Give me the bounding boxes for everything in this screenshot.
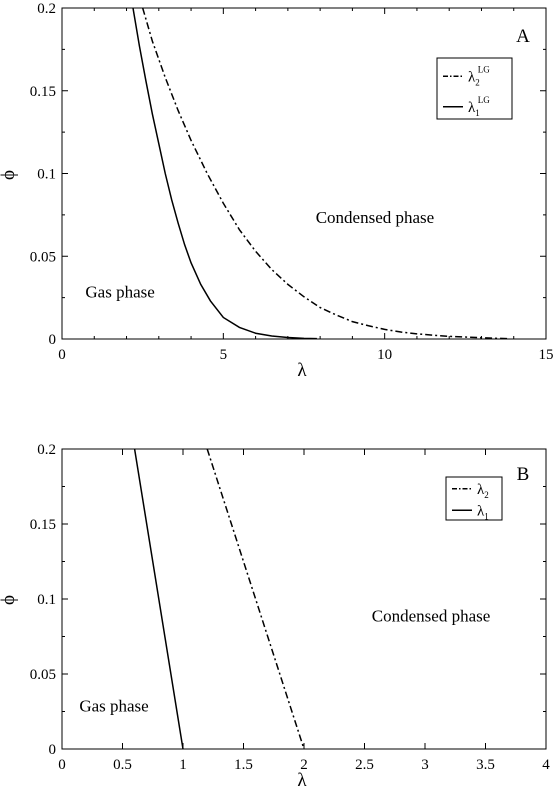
x-tick-label: 0 [58, 347, 66, 363]
legend-subscript: 2 [484, 490, 489, 500]
y-axis-label: ϕ [0, 170, 19, 180]
legend-subscript: 1 [475, 108, 480, 118]
y-tick-label: 0.2 [37, 442, 56, 458]
y-tick-label: 0.2 [37, 1, 56, 17]
y-tick-label: 0.05 [30, 667, 56, 683]
x-tick-label: 4 [542, 757, 550, 773]
y-tick-label: 0.1 [37, 592, 56, 608]
region-annotation: Condensed phase [372, 607, 491, 626]
x-axis-label: λ [297, 770, 307, 791]
legend-superscript: LG [478, 95, 490, 105]
x-tick-label: 1 [179, 757, 187, 773]
region-annotation: Condensed phase [316, 208, 435, 227]
y-axis-label: ϕ [0, 595, 19, 605]
y-tick-label: 0.1 [37, 167, 56, 183]
y-tick-label: 0 [49, 742, 57, 758]
y-tick-label: 0 [49, 332, 57, 348]
x-tick-label: 0.5 [113, 757, 132, 773]
panel-a: 0 5 10 15 0 0.05 0.1 0.15 0.2 λ ϕ A Gas phase Condens… [0, 1, 554, 381]
panel-label: A [516, 26, 530, 47]
x-tick-label: 10 [377, 347, 392, 363]
x-axis-label: λ [297, 360, 307, 381]
x-tick-label: 0 [58, 757, 66, 773]
x-tick-label: 3 [421, 757, 429, 773]
legend-subscript: 1 [484, 511, 489, 521]
x-tick-label: 3.5 [476, 757, 495, 773]
legend-superscript: LG [478, 64, 490, 74]
panel-label: B [517, 464, 530, 485]
region-annotation: Gas phase [85, 283, 154, 302]
panel-b: 0 0.5 1 1.5 2 2.5 3 3.5 4 0 0.05 0.1 0.15 0.2 λ ϕ B Gas p… [0, 442, 550, 791]
y-tick-label: 0.05 [30, 249, 56, 265]
x-tick-label: 2.5 [355, 757, 374, 773]
legend-subscript: 2 [475, 77, 480, 87]
series-line-lambda2 [207, 449, 304, 749]
x-tick-label: 1.5 [234, 757, 253, 773]
region-annotation: Gas phase [79, 697, 148, 716]
y-tick-label: 0.15 [30, 84, 56, 100]
y-tick-label: 0.15 [30, 517, 56, 533]
x-tick-label: 5 [220, 347, 228, 363]
x-tick-label: 15 [539, 347, 554, 363]
legend-box [446, 477, 502, 520]
series-line-lambda1 [133, 8, 317, 339]
